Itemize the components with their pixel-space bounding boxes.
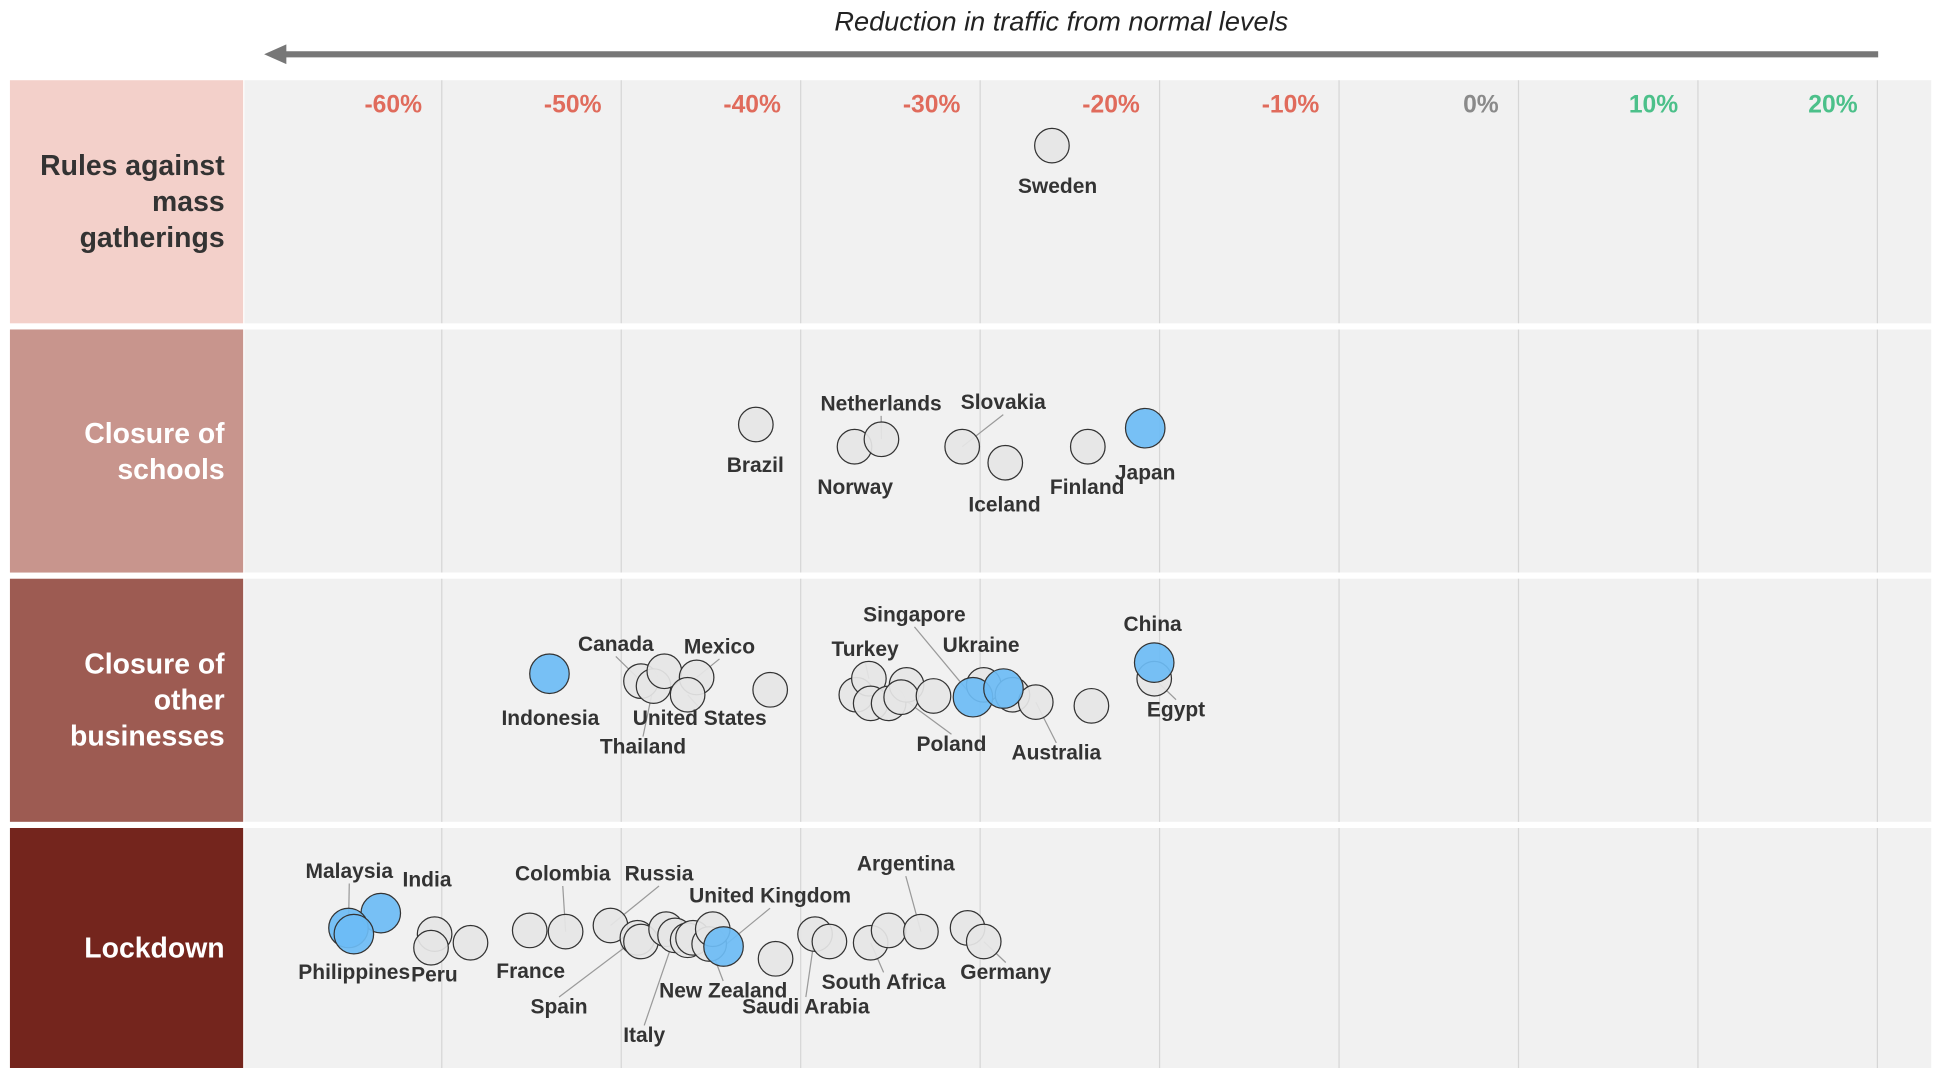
point-label: Mexico [684, 635, 755, 658]
point-label: Singapore [863, 603, 966, 626]
row-label: Rules against mass gatherings [40, 149, 225, 253]
x-tick-label: -30% [903, 92, 961, 119]
data-point [983, 668, 1024, 709]
row-plot-area [244, 80, 1932, 324]
data-point [703, 926, 744, 967]
point-label: Egypt [1147, 698, 1205, 721]
x-tick-label: 20% [1808, 92, 1857, 119]
point-label: Peru [411, 964, 458, 987]
data-point [1034, 127, 1070, 164]
point-label: Iceland [968, 493, 1040, 516]
data-point [863, 421, 900, 458]
data-point [547, 913, 584, 950]
data-point [883, 679, 920, 716]
point-label: Italy [623, 1024, 665, 1047]
point-label: Saudi Arabia [742, 996, 870, 1019]
x-tick-label: 10% [1629, 92, 1678, 119]
data-point [987, 444, 1024, 481]
point-label: Spain [531, 996, 588, 1019]
data-point [903, 913, 939, 950]
point-label: Australia [1011, 742, 1101, 765]
row-plot-area [244, 827, 1932, 1068]
row-label-box: Rules against mass gatherings [15, 80, 225, 323]
point-label: Colombia [515, 862, 611, 885]
point-label: Argentina [857, 853, 955, 876]
point-label: Slovakia [961, 391, 1046, 414]
data-point [870, 912, 907, 949]
x-tick-label: -10% [1262, 92, 1320, 119]
point-label: Sweden [1018, 175, 1097, 198]
data-point [1124, 407, 1166, 449]
data-point [529, 653, 570, 695]
row-label-wrap: Lockdown [15, 828, 225, 1068]
data-point [737, 406, 774, 443]
point-label: Turkey [831, 638, 899, 661]
x-tick-label: -50% [544, 92, 602, 119]
data-point [1133, 642, 1175, 684]
point-label: Brazil [727, 454, 784, 477]
data-point [1073, 687, 1110, 724]
row-label-wrap: Closure of other businesses [15, 579, 225, 822]
data-point [752, 671, 789, 708]
row-header [9, 827, 244, 1068]
x-tick-label: -20% [1082, 92, 1140, 119]
point-label: Russia [625, 862, 694, 885]
data-point [413, 929, 449, 966]
row-label: Closure of schools [84, 416, 225, 485]
x-tick-label: -40% [723, 92, 781, 119]
point-label: South Africa [822, 971, 946, 994]
point-label: New Zealand [659, 980, 787, 1003]
row-label-wrap: Closure of schools [15, 329, 225, 572]
row-header [9, 329, 244, 573]
chart-title: Reduction in traffic from normal levels [834, 6, 1288, 37]
data-point [915, 678, 952, 714]
data-point [511, 912, 548, 949]
point-label: China [1123, 613, 1182, 636]
data-point [452, 924, 489, 961]
point-label: Netherlands [821, 392, 942, 415]
data-point [669, 676, 706, 713]
row-label: Closure of other businesses [70, 647, 225, 752]
x-tick-label: -60% [364, 92, 422, 119]
data-point [1069, 428, 1106, 465]
row-label-box: Closure of schools [15, 329, 225, 572]
point-label: Canada [578, 633, 654, 656]
data-point [965, 923, 1002, 960]
row-header [9, 80, 244, 324]
point-label: Japan [1115, 461, 1176, 484]
row-label-wrap: Rules against mass gatherings [15, 80, 225, 323]
point-label: Germany [960, 961, 1051, 984]
point-label: France [496, 960, 565, 983]
point-label: India [403, 869, 452, 892]
point-label: Malaysia [306, 860, 394, 883]
row-label: Lockdown [84, 931, 225, 964]
arrow-head [264, 44, 287, 65]
data-point [757, 940, 794, 977]
data-point [944, 428, 981, 465]
data-point [811, 923, 848, 960]
point-label: Poland [917, 733, 987, 756]
point-label: Thailand [600, 735, 686, 758]
row-label-box: Lockdown [15, 828, 225, 1068]
row-label-box: Closure of other businesses [15, 579, 225, 822]
point-label: Philippines [298, 961, 410, 984]
point-label: United Kingdom [689, 885, 851, 908]
point-label: United States [633, 707, 767, 730]
point-label: Indonesia [501, 707, 599, 730]
point-label: Norway [817, 476, 893, 499]
point-label: Ukraine [943, 634, 1020, 657]
point-label: Finland [1050, 476, 1125, 499]
row-header [9, 578, 244, 822]
data-point [333, 913, 375, 955]
x-tick-label: 0% [1463, 92, 1499, 119]
